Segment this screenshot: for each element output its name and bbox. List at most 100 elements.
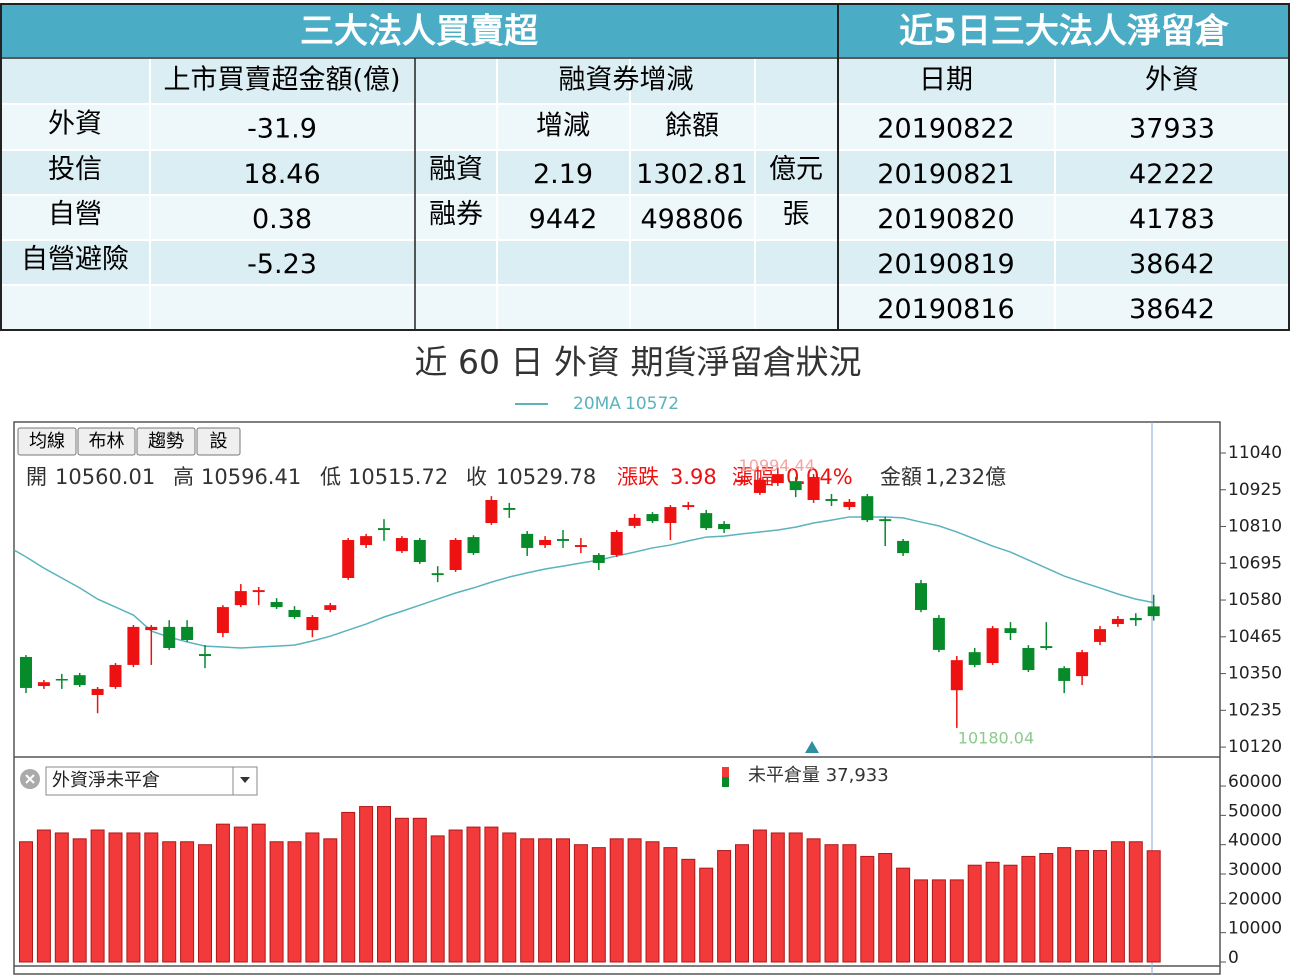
- candle-body: [700, 513, 713, 529]
- candle-body: [628, 517, 641, 526]
- info-value: 10596.41: [201, 465, 301, 489]
- toolbar-button[interactable]: [77, 427, 136, 456]
- candle-body: [216, 607, 229, 633]
- y-tick-label: 0: [1228, 948, 1239, 968]
- candle-body: [825, 499, 838, 501]
- candle-body: [252, 590, 265, 593]
- y-tick-label: 10000: [1228, 919, 1282, 939]
- row-label: 自營: [48, 199, 102, 230]
- candle-body: [199, 654, 211, 656]
- candle-body: [306, 616, 319, 631]
- candle-body: [1040, 646, 1053, 648]
- bar: [162, 841, 177, 963]
- candle-body: [843, 501, 856, 508]
- toolbar-button[interactable]: [196, 427, 241, 456]
- info-text: 開: [26, 465, 47, 489]
- candle-body: [109, 664, 122, 687]
- candle-body: [753, 479, 766, 493]
- toolbar-button[interactable]: [17, 427, 77, 456]
- bar: [394, 817, 409, 963]
- bar: [896, 867, 911, 963]
- bar: [860, 855, 875, 963]
- column-header: 餘額: [665, 111, 719, 142]
- bar: [788, 832, 803, 963]
- info-value: 10560.01: [55, 465, 155, 489]
- candle-body: [574, 545, 587, 547]
- column-header: 增減: [536, 111, 590, 142]
- bar: [323, 838, 338, 963]
- cell: 2.19: [533, 159, 593, 190]
- table-row-bg: [0, 195, 1290, 240]
- bar: [412, 817, 427, 963]
- cell: 20190816: [877, 294, 1014, 325]
- column-header: 上市買賣超金額(億): [163, 65, 400, 96]
- legend-label: 20MA: [573, 394, 621, 414]
- candle-body: [324, 605, 337, 610]
- bar: [144, 832, 159, 963]
- close-icon-x[interactable]: [25, 774, 35, 784]
- table-border: [0, 3, 1290, 331]
- toolbar-button-label[interactable]: 趨勢: [148, 431, 184, 452]
- bar: [108, 832, 123, 963]
- cell: 9442: [529, 204, 598, 235]
- bar: [448, 829, 463, 963]
- candle-body: [395, 538, 408, 552]
- candle-body: [37, 682, 50, 687]
- bar: [931, 879, 946, 963]
- bar: [878, 852, 893, 963]
- cell: 20190820: [877, 204, 1014, 235]
- info-text: 低: [320, 465, 341, 489]
- legend-label: 未平倉量 37,933: [748, 765, 889, 786]
- table-row-bg: [0, 150, 1290, 195]
- bar: [287, 841, 302, 963]
- cell: 41783: [1129, 204, 1215, 235]
- candle-body: [592, 554, 605, 563]
- bar: [90, 829, 105, 963]
- row-label: 外資: [48, 109, 102, 140]
- candle-body: [664, 507, 677, 524]
- marker-triangle: [805, 741, 819, 753]
- candle-body: [270, 601, 283, 608]
- bar: [126, 832, 141, 963]
- row-label: 自營避險: [21, 244, 129, 275]
- y-tick-label: 10810: [1228, 517, 1282, 537]
- cell: 0.38: [252, 204, 312, 235]
- bar: [752, 829, 767, 963]
- info-change: 漲跌: [617, 465, 659, 489]
- candle-body: [950, 660, 963, 691]
- bar: [591, 847, 606, 963]
- y-tick-label: 60000: [1228, 772, 1282, 792]
- legend-value: 10572: [625, 394, 679, 414]
- candle-body: [431, 573, 444, 576]
- bar: [1039, 852, 1054, 963]
- ma-line-lead: [13, 549, 27, 558]
- candle-body: [288, 609, 301, 617]
- candle-body: [897, 540, 910, 554]
- series-select[interactable]: [45, 766, 258, 796]
- cell: 38642: [1129, 249, 1215, 280]
- bar: [430, 835, 445, 963]
- select-arrow[interactable]: [240, 777, 250, 783]
- y-tick-label: 50000: [1228, 801, 1282, 821]
- bar: [806, 838, 821, 963]
- info-value: 10515.72: [348, 465, 448, 489]
- bar: [36, 829, 51, 963]
- toolbar-button[interactable]: [136, 427, 196, 456]
- toolbar-button-label[interactable]: 均線: [29, 431, 65, 452]
- cell: 億元: [769, 154, 823, 185]
- bar: [198, 844, 212, 963]
- toolbar-button-label[interactable]: 設: [210, 431, 228, 452]
- candle-body: [485, 499, 498, 524]
- table-subheader-bg: [0, 58, 1290, 104]
- bar: [72, 838, 87, 963]
- bar: [341, 811, 356, 963]
- info-change: 漲幅: [732, 465, 774, 489]
- row-label: 融資: [429, 154, 483, 185]
- toolbar-button-label[interactable]: 布林: [89, 431, 125, 452]
- candle-body: [557, 538, 569, 541]
- bar: [949, 879, 964, 963]
- select-label[interactable]: 外資淨未平倉: [52, 770, 160, 791]
- candle-body: [1147, 606, 1160, 617]
- bar: [1128, 841, 1143, 963]
